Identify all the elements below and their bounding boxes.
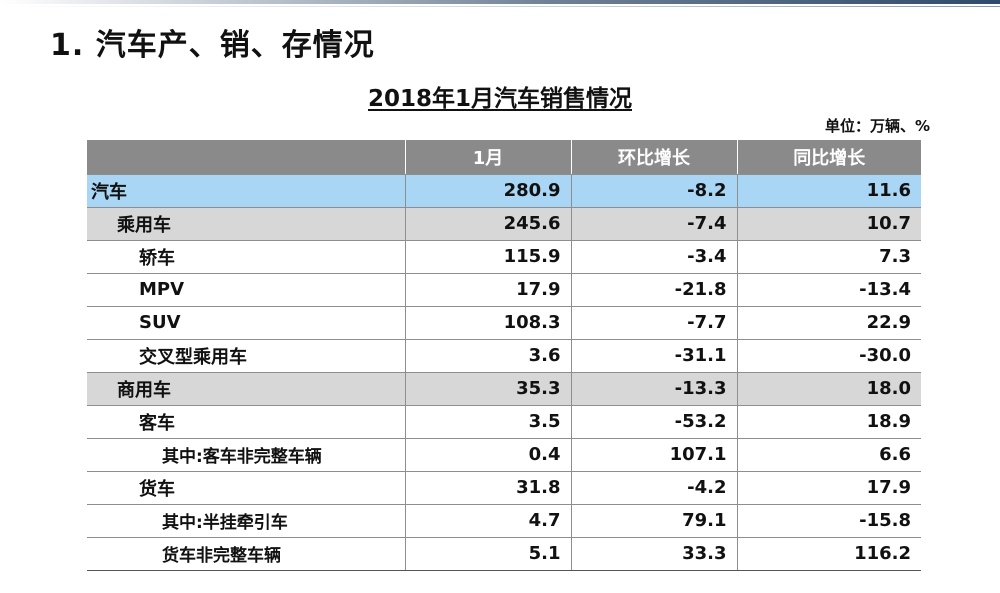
row-yoy-cell: -30.0 xyxy=(736,339,921,373)
table-row: 货车非完整车辆 5.1 33.3 116.2 xyxy=(87,537,921,571)
row-january-cell: 245.6 xyxy=(404,207,571,241)
row-yoy-cell: -15.8 xyxy=(736,504,921,538)
sales-table: 1月 环比增长 同比增长 汽车 280.9 -8.2 11.6 乘用车 245.6 -7.4… xyxy=(87,140,921,571)
row-name-cell: 客车 xyxy=(87,405,405,439)
row-mom-cell: -21.8 xyxy=(570,273,737,307)
row-mom-cell: -3.4 xyxy=(570,240,737,274)
table-row: 商用车 35.3 -13.3 18.0 xyxy=(87,372,921,406)
row-january-cell: 3.5 xyxy=(404,405,571,439)
row-mom-cell: -13.3 xyxy=(570,372,737,406)
table-row: 客车 3.5 -53.2 18.9 xyxy=(87,405,921,439)
row-january-cell: 108.3 xyxy=(404,306,571,340)
row-mom-cell: 33.3 xyxy=(570,537,737,571)
table-row: 汽车 280.9 -8.2 11.6 xyxy=(87,174,921,208)
table-row: MPV 17.9 -21.8 -13.4 xyxy=(87,273,921,307)
row-name-cell: MPV xyxy=(87,273,405,307)
table-row: 货车 31.8 -4.2 17.9 xyxy=(87,471,921,505)
table-row: 轿车 115.9 -3.4 7.3 xyxy=(87,240,921,274)
header-year-on-year: 同比增长 xyxy=(736,140,921,175)
row-name-cell: 乘用车 xyxy=(87,207,405,241)
row-name-cell: 其中:半挂牵引车 xyxy=(87,504,405,538)
table-row: 其中:客车非完整车辆 0.4 107.1 6.6 xyxy=(87,438,921,472)
row-name-cell: 其中:客车非完整车辆 xyxy=(87,438,405,472)
row-name-cell: SUV xyxy=(87,306,405,340)
row-yoy-cell: 116.2 xyxy=(736,537,921,571)
row-mom-cell: -7.4 xyxy=(570,207,737,241)
row-name-cell: 货车 xyxy=(87,471,405,505)
top-decorative-rule-thin xyxy=(0,6,1000,7)
row-name-cell: 汽车 xyxy=(87,174,405,208)
row-january-cell: 35.3 xyxy=(404,372,571,406)
row-yoy-cell: 22.9 xyxy=(736,306,921,340)
table-title: 2018年1月汽车销售情况 xyxy=(0,79,1000,113)
row-name-cell: 轿车 xyxy=(87,240,405,274)
row-january-cell: 17.9 xyxy=(404,273,571,307)
row-mom-cell: 107.1 xyxy=(570,438,737,472)
row-mom-cell: 79.1 xyxy=(570,504,737,538)
unit-label: 单位：万辆、% xyxy=(824,117,930,135)
row-january-cell: 31.8 xyxy=(404,471,571,505)
row-mom-cell: -4.2 xyxy=(570,471,737,505)
table-row: 其中:半挂牵引车 4.7 79.1 -15.8 xyxy=(87,504,921,538)
row-yoy-cell: -13.4 xyxy=(736,273,921,307)
row-mom-cell: -53.2 xyxy=(570,405,737,439)
table-body: 汽车 280.9 -8.2 11.6 乘用车 245.6 -7.4 10.7 轿车 115.9 -3… xyxy=(87,174,921,571)
row-name-cell: 货车非完整车辆 xyxy=(87,537,405,571)
row-january-cell: 3.6 xyxy=(404,339,571,373)
row-yoy-cell: 11.6 xyxy=(736,174,921,208)
row-yoy-cell: 7.3 xyxy=(736,240,921,274)
row-january-cell: 5.1 xyxy=(404,537,571,571)
row-mom-cell: -7.7 xyxy=(570,306,737,340)
table-header-row: 1月 环比增长 同比增长 xyxy=(87,140,921,175)
row-yoy-cell: 10.7 xyxy=(736,207,921,241)
row-january-cell: 4.7 xyxy=(404,504,571,538)
top-decorative-rule xyxy=(0,0,1000,4)
row-name-cell: 商用车 xyxy=(87,372,405,406)
table-row: 交叉型乘用车 3.6 -31.1 -30.0 xyxy=(87,339,921,373)
row-january-cell: 280.9 xyxy=(404,174,571,208)
table-row: 乘用车 245.6 -7.4 10.7 xyxy=(87,207,921,241)
row-yoy-cell: 18.9 xyxy=(736,405,921,439)
row-yoy-cell: 17.9 xyxy=(736,471,921,505)
header-january: 1月 xyxy=(404,140,571,175)
row-january-cell: 115.9 xyxy=(404,240,571,274)
row-mom-cell: -31.1 xyxy=(570,339,737,373)
row-yoy-cell: 6.6 xyxy=(736,438,921,472)
table-title-text: 2018年1月汽车销售情况 xyxy=(367,86,633,112)
row-january-cell: 0.4 xyxy=(404,438,571,472)
row-name-cell: 交叉型乘用车 xyxy=(87,339,405,373)
header-month-on-month: 环比增长 xyxy=(570,140,737,175)
table-row: SUV 108.3 -7.7 22.9 xyxy=(87,306,921,340)
row-yoy-cell: 18.0 xyxy=(736,372,921,406)
header-category xyxy=(87,140,405,175)
slide-title: 1. 汽车产、销、存情况 xyxy=(50,28,375,63)
row-mom-cell: -8.2 xyxy=(570,174,737,208)
